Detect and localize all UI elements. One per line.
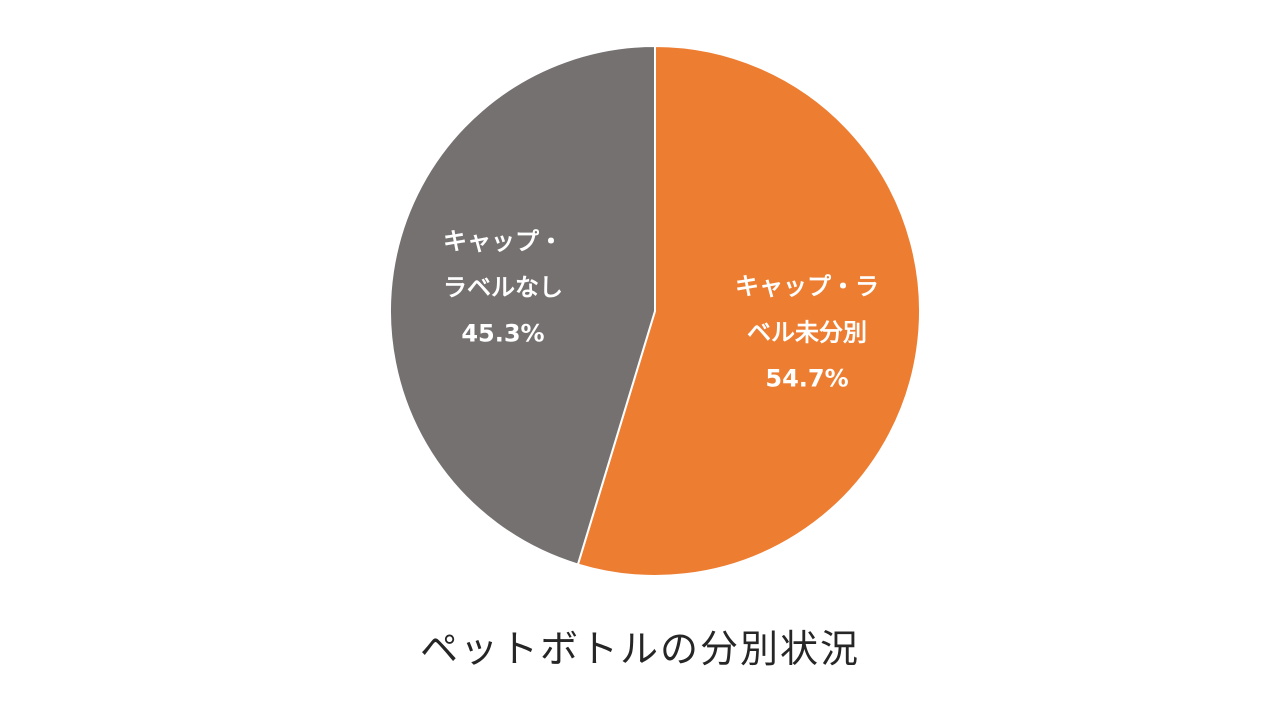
- slice-value-label: 54.7%: [765, 365, 848, 393]
- chart-title: ペットボトルの分別状況: [419, 627, 860, 671]
- pie-slice: [389, 44, 656, 566]
- pie-slice: [576, 44, 921, 577]
- slice-name-label: ラベルなし: [443, 273, 563, 301]
- slice-name-label: キャップ・ラ: [735, 273, 879, 301]
- slice-value-label: 45.3%: [461, 319, 544, 347]
- pie-slices: [389, 44, 921, 577]
- slice-label-group: キャップ・ラベルなし 45.3%: [443, 227, 563, 347]
- slice-name-label: キャップ・: [443, 227, 563, 255]
- slice-name-label: ベル未分別: [747, 319, 867, 347]
